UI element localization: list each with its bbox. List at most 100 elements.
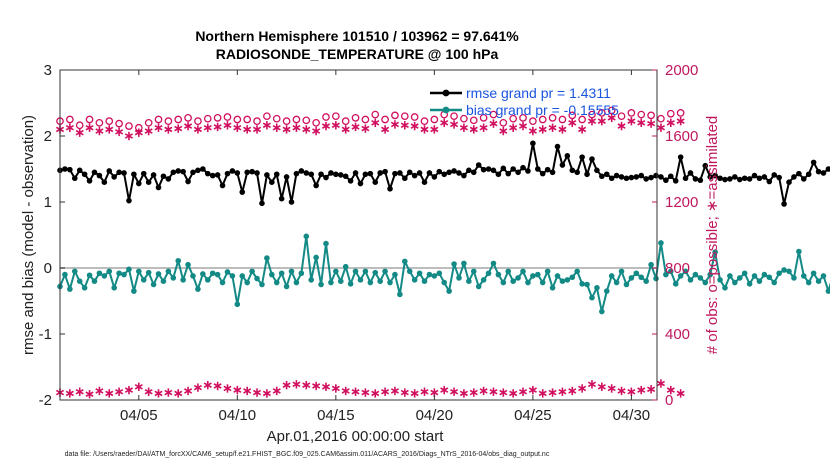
data-point-bias: [805, 279, 812, 286]
data-point-assimilated-low: [666, 387, 675, 393]
x-axis-ticks: 04/05 04/10 04/15 04/20 04/25 04/30: [120, 70, 650, 424]
data-point-assimilated: [361, 125, 370, 132]
series-assimilated: [55, 113, 685, 141]
data-point-bias: [406, 268, 413, 275]
data-point-bias: [382, 268, 388, 275]
data-point-assimilated: [252, 126, 262, 133]
data-point-rmse: [643, 176, 649, 182]
data-point-rmse: [416, 170, 423, 176]
data-point-bias: [534, 271, 541, 278]
data-point-assimilated-low: [479, 388, 488, 394]
data-point-bias: [431, 273, 438, 279]
data-point-rmse: [328, 170, 334, 176]
data-point-assimilated: [213, 124, 222, 130]
data-point-rmse: [559, 162, 566, 168]
data-point-possible: [676, 109, 685, 117]
data-point-rmse: [200, 166, 206, 172]
data-point-bias: [761, 271, 768, 278]
data-point-rmse: [805, 171, 812, 178]
data-point-rmse: [722, 176, 728, 183]
data-point-bias: [485, 270, 492, 277]
data-point-rmse: [549, 169, 556, 176]
data-point-rmse: [569, 167, 576, 174]
data-point-rmse: [599, 173, 605, 180]
data-point-possible: [184, 114, 192, 122]
data-point-possible: [341, 117, 350, 126]
data-point-bias: [313, 254, 319, 261]
data-point-bias: [564, 277, 571, 283]
data-point-bias: [667, 268, 674, 275]
data-point-rmse: [273, 171, 280, 178]
data-point-bias: [613, 279, 620, 286]
data-point-rmse: [682, 175, 689, 182]
data-point-possible: [460, 114, 468, 123]
data-point-bias: [62, 271, 68, 278]
data-point-rmse: [510, 166, 516, 172]
data-point-bias: [352, 268, 359, 275]
data-point-bias: [328, 279, 334, 286]
y2-tick-label: 1600: [665, 128, 698, 145]
data-point-rmse: [62, 166, 68, 172]
data-point-rmse: [667, 173, 674, 180]
data-point-bias: [618, 268, 625, 275]
data-point-assimilated-low: [203, 382, 212, 388]
data-point-possible: [213, 114, 222, 122]
data-point-rmse: [318, 171, 324, 178]
data-point-bias: [648, 261, 654, 268]
data-point-bias: [185, 261, 191, 268]
data-point-rmse: [377, 170, 383, 176]
data-point-assimilated: [193, 126, 202, 133]
data-point-assimilated: [676, 118, 685, 124]
data-point-bias: [490, 260, 497, 267]
data-point-assimilated: [233, 124, 242, 131]
data-point-assimilated-low: [331, 385, 340, 392]
data-point-rmse: [717, 175, 723, 182]
data-point-possible: [558, 115, 567, 124]
data-point-rmse: [554, 143, 561, 150]
data-point-rmse: [579, 154, 585, 160]
data-point-rmse: [791, 174, 797, 180]
data-point-rmse: [140, 170, 147, 177]
data-point-rmse: [697, 177, 704, 184]
data-point-rmse: [485, 166, 492, 172]
x-tick-label: 04/30: [613, 407, 651, 424]
data-point-bias: [436, 270, 443, 277]
data-point-bias: [638, 274, 645, 281]
data-point-bias: [131, 288, 137, 294]
data-point-bias: [653, 275, 659, 282]
plot-frame: [59, 69, 658, 401]
title-line-1: Northern Hemisphere 101510 / 103962 = 97…: [195, 28, 519, 44]
data-point-bias: [776, 270, 782, 277]
data-point-assimilated-low: [558, 388, 567, 395]
data-point-rmse: [121, 170, 127, 176]
data-point-rmse: [677, 154, 684, 160]
data-point-bias: [791, 275, 797, 281]
data-point-assimilated: [341, 126, 350, 133]
data-point-assimilated-low: [528, 387, 537, 393]
data-point-assimilated-low: [381, 388, 390, 395]
data-point-rmse: [269, 179, 275, 185]
data-point-bias: [421, 278, 428, 285]
data-point-assimilated-low: [233, 387, 242, 393]
data-point-assimilated: [312, 128, 321, 134]
data-point-bias: [249, 268, 255, 275]
data-point-possible: [627, 109, 636, 117]
data-point-bias: [510, 278, 516, 285]
data-point-rmse: [150, 172, 157, 178]
data-point-rmse: [589, 156, 595, 162]
data-point-rmse: [234, 170, 241, 176]
data-point-rmse: [278, 195, 285, 202]
data-point-possible: [400, 112, 409, 121]
data-point-rmse: [603, 171, 610, 178]
legend-label: bias grand pr = -0.15555: [466, 102, 619, 118]
data-point-assimilated: [124, 133, 133, 139]
y2-tick-label: 400: [665, 326, 690, 343]
data-point-assimilated: [597, 118, 606, 124]
data-point-rmse: [411, 172, 418, 179]
data-point-assimilated-low: [154, 390, 163, 397]
data-point-rmse: [608, 175, 615, 182]
data-point-assimilated-low: [390, 388, 399, 394]
data-point-assimilated: [243, 126, 252, 133]
data-point-rmse: [628, 174, 635, 181]
data-point-possible: [263, 112, 271, 121]
